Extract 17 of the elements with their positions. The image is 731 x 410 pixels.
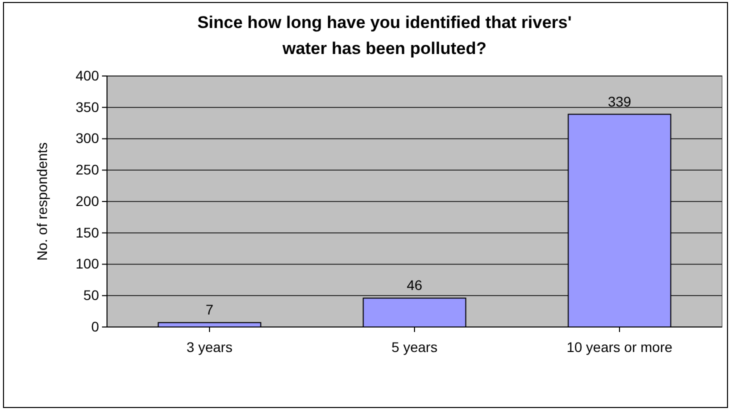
data-label: 46 <box>406 277 422 294</box>
x-tick-label: 10 years or more <box>566 338 673 355</box>
y-tick-label: 300 <box>76 130 100 146</box>
x-tick-label: 5 years <box>392 338 438 355</box>
y-tick-label: 200 <box>76 192 100 209</box>
y-tick-label: 50 <box>83 287 100 304</box>
y-tick-label: 0 <box>91 318 100 334</box>
chart-title: Since how long have you identified that rivers' water has been polluted? <box>197 13 572 58</box>
x-tick-label: 3 years <box>186 338 232 355</box>
y-tick-label: 100 <box>76 256 100 272</box>
y-tick-label: 150 <box>76 224 100 240</box>
data-label: 7 <box>206 302 214 318</box>
y-axis-title: No. of respondents <box>34 142 50 261</box>
y-tick-label: 350 <box>76 98 100 115</box>
data-label: 339 <box>608 93 632 110</box>
y-tick-label: 250 <box>76 162 100 178</box>
y-tick-label: 400 <box>76 67 100 84</box>
